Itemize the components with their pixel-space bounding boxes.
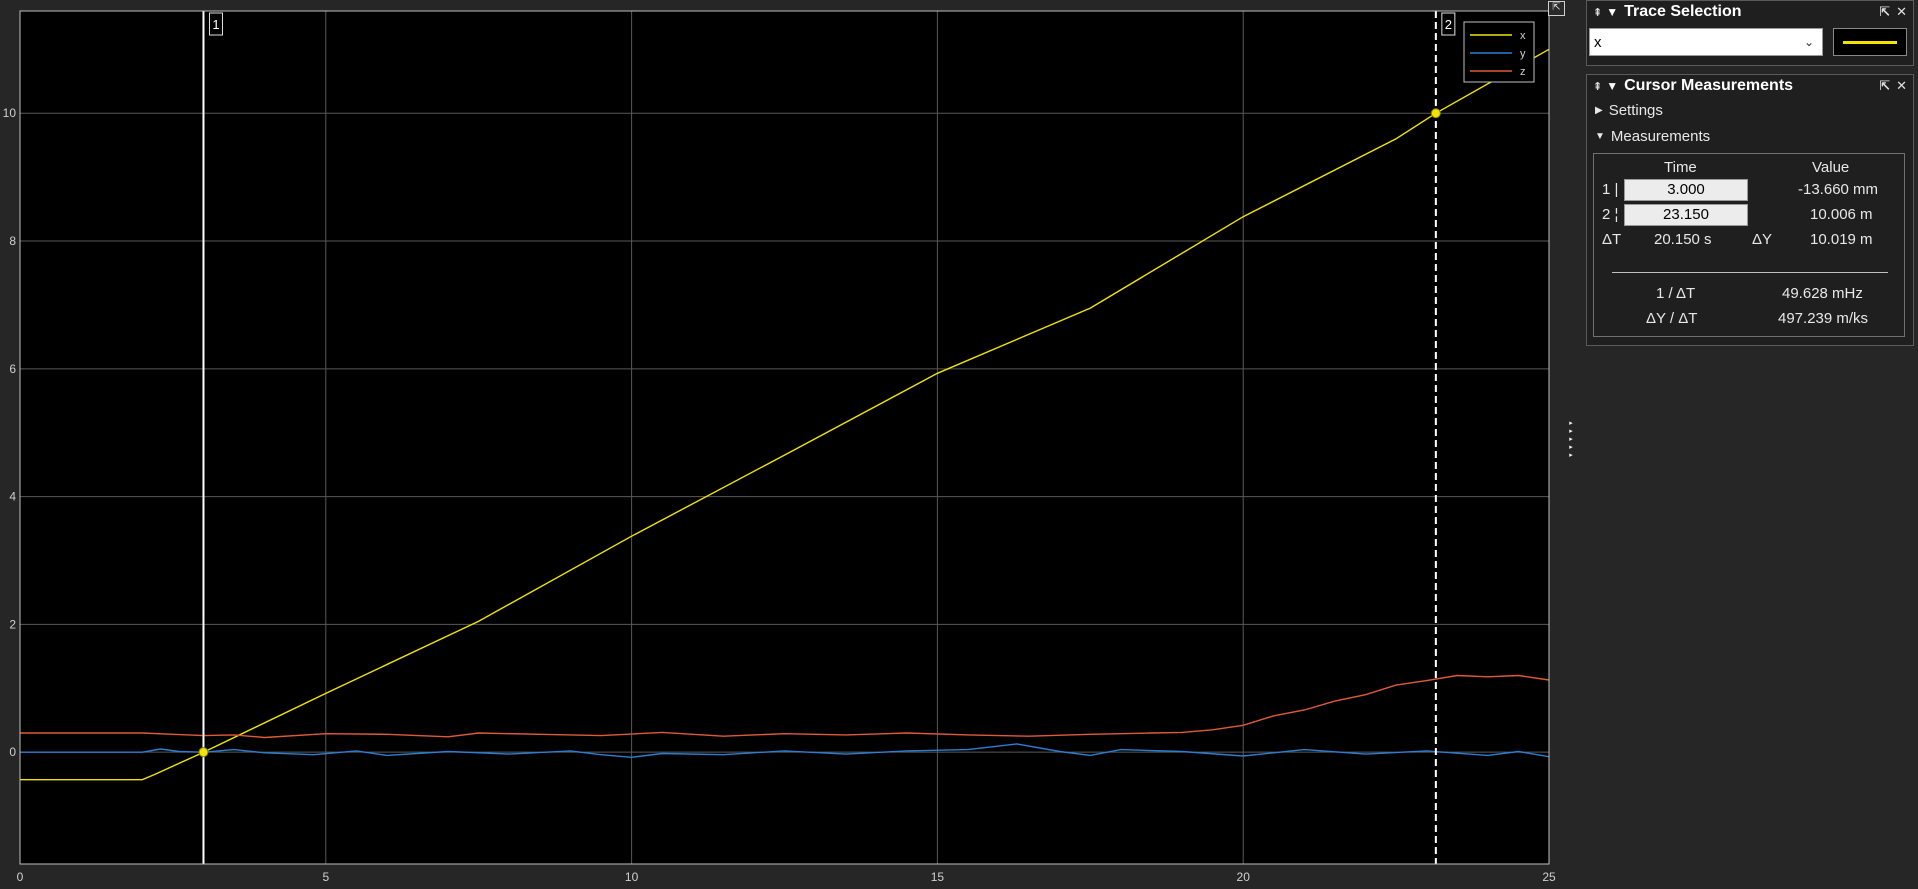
cursor-1-time-input[interactable]: 3.000	[1624, 179, 1748, 201]
x-tick-label: 20	[1237, 870, 1251, 884]
y-tick-label: 10	[3, 106, 17, 120]
trace-selection-panel: ⇞ ▼ Trace Selection ⇱ ✕ x ⌄	[1586, 0, 1914, 66]
panel-title: Trace Selection	[1624, 3, 1742, 20]
delta-t-value: 20.150 s	[1654, 231, 1712, 248]
triangle-right-icon: ▶	[1595, 104, 1603, 116]
x-tick-label: 5	[322, 870, 329, 884]
divider	[1612, 272, 1888, 273]
y-tick-label: 2	[9, 617, 16, 631]
cursor-panel-header: ⇞ ▼ Cursor Measurements ⇱ ✕	[1587, 75, 1913, 97]
inverse-dt-label: 1 / ΔT	[1656, 285, 1696, 302]
undock-icon[interactable]: ⇱	[1879, 78, 1891, 93]
legend-label-y: y	[1520, 48, 1526, 60]
series-lines	[20, 48, 1550, 781]
close-icon[interactable]: ✕	[1896, 78, 1907, 93]
legend-label-z: z	[1520, 66, 1526, 78]
settings-section-toggle[interactable]: ▶ Settings	[1587, 97, 1913, 123]
settings-label: Settings	[1608, 101, 1663, 119]
measurements-label: Measurements	[1610, 127, 1711, 145]
close-icon[interactable]: ✕	[1896, 4, 1907, 19]
cursor-2-value: 10.006 m	[1810, 206, 1873, 223]
y-tick-labels: 0 2 4 6 8 10	[3, 106, 17, 759]
x-tick-label: 25	[1542, 870, 1556, 884]
cursor-2-label: 2	[1445, 17, 1452, 32]
time-column-header: Time	[1664, 159, 1697, 176]
x-tick-label: 0	[17, 870, 24, 884]
legend-label-x: x	[1520, 30, 1526, 42]
delta-row: ΔT 20.150 s ΔY 10.019 m	[1594, 228, 1904, 252]
cursor-measurements-panel: ⇞ ▼ Cursor Measurements ⇱ ✕ ▶ Settings ▼…	[1586, 74, 1914, 346]
legend-box	[1463, 21, 1535, 83]
trace-panel-header: ⇞ ▼ Trace Selection ⇱ ✕	[1587, 1, 1913, 23]
trace-dropdown[interactable]: x ⌄	[1589, 28, 1823, 56]
series-line-z	[20, 674, 1550, 739]
cursor-2-time-input[interactable]: 23.150	[1624, 204, 1748, 226]
pin-icon[interactable]: ⇞	[1593, 6, 1603, 19]
cursor-1-label: 1	[212, 17, 219, 32]
x-tick-label: 10	[625, 870, 639, 884]
trace-color-swatch[interactable]	[1833, 28, 1907, 56]
delta-y-label: ΔY	[1752, 231, 1773, 248]
chevron-down-icon: ⌄	[1803, 35, 1814, 49]
x-tick-label: 15	[931, 870, 945, 884]
legend: xyz	[1463, 21, 1535, 83]
cursor-1-tag[interactable]	[208, 12, 223, 36]
undock-icon[interactable]: ⇱	[1548, 1, 1565, 16]
delta-t-label: ΔT	[1602, 231, 1622, 248]
cursor-1-marker[interactable]	[198, 747, 209, 758]
triangle-down-icon: ▼	[1595, 130, 1605, 142]
slope-value: 497.239 m/ks	[1778, 310, 1869, 327]
cursor-1-value: -13.660 mm	[1798, 181, 1879, 198]
slope-row: ΔY / ΔT 497.239 m/ks	[1594, 307, 1904, 331]
collapse-arrows-icon[interactable]: ▸ ▸ ▸ ▸ ▸	[1569, 420, 1573, 459]
grid-lines	[19, 11, 1550, 864]
inverse-dt-value: 49.628 mHz	[1782, 285, 1863, 302]
swatch-line	[1843, 41, 1897, 44]
panel-title: Cursor Measurements	[1624, 77, 1794, 94]
cursor-2-marker[interactable]	[1430, 108, 1441, 119]
series-line-y	[20, 743, 1550, 759]
cursor-2-id: 2 ¦	[1602, 206, 1619, 223]
trace-dropdown-value: x	[1594, 33, 1602, 51]
triangle-down-icon[interactable]: ▼	[1606, 5, 1619, 19]
measurements-table: Time Value 1 | 3.000 -13.660 mm 2 ¦ 23.1…	[1593, 153, 1905, 337]
value-column-header: Value	[1812, 159, 1850, 176]
measurements-section-toggle[interactable]: ▼ Measurements	[1587, 123, 1913, 149]
y-tick-label: 6	[9, 362, 16, 376]
delta-y-value: 10.019 m	[1810, 231, 1873, 248]
cursor-1-id: 1 |	[1602, 181, 1619, 198]
inverse-dt-row: 1 / ΔT 49.628 mHz	[1594, 282, 1904, 306]
axes-background	[20, 11, 1549, 864]
y-tick-label: 0	[9, 745, 16, 759]
triangle-down-icon[interactable]: ▼	[1606, 79, 1619, 93]
series-line-x	[20, 48, 1550, 781]
y-tick-label: 4	[9, 490, 16, 504]
axes-frame	[19, 10, 1550, 865]
slope-label: ΔY / ΔT	[1646, 310, 1698, 327]
x-tick-labels: 0 5 10 15 20 25	[17, 870, 1556, 884]
undock-icon[interactable]: ⇱	[1879, 4, 1891, 19]
cursor-2-tag[interactable]	[1441, 12, 1456, 36]
pin-icon[interactable]: ⇞	[1593, 80, 1603, 93]
y-tick-label: 8	[9, 234, 16, 248]
table-row: 2 ¦ 23.150 10.006 m	[1594, 203, 1904, 227]
table-row: 1 | 3.000 -13.660 mm	[1594, 178, 1904, 202]
